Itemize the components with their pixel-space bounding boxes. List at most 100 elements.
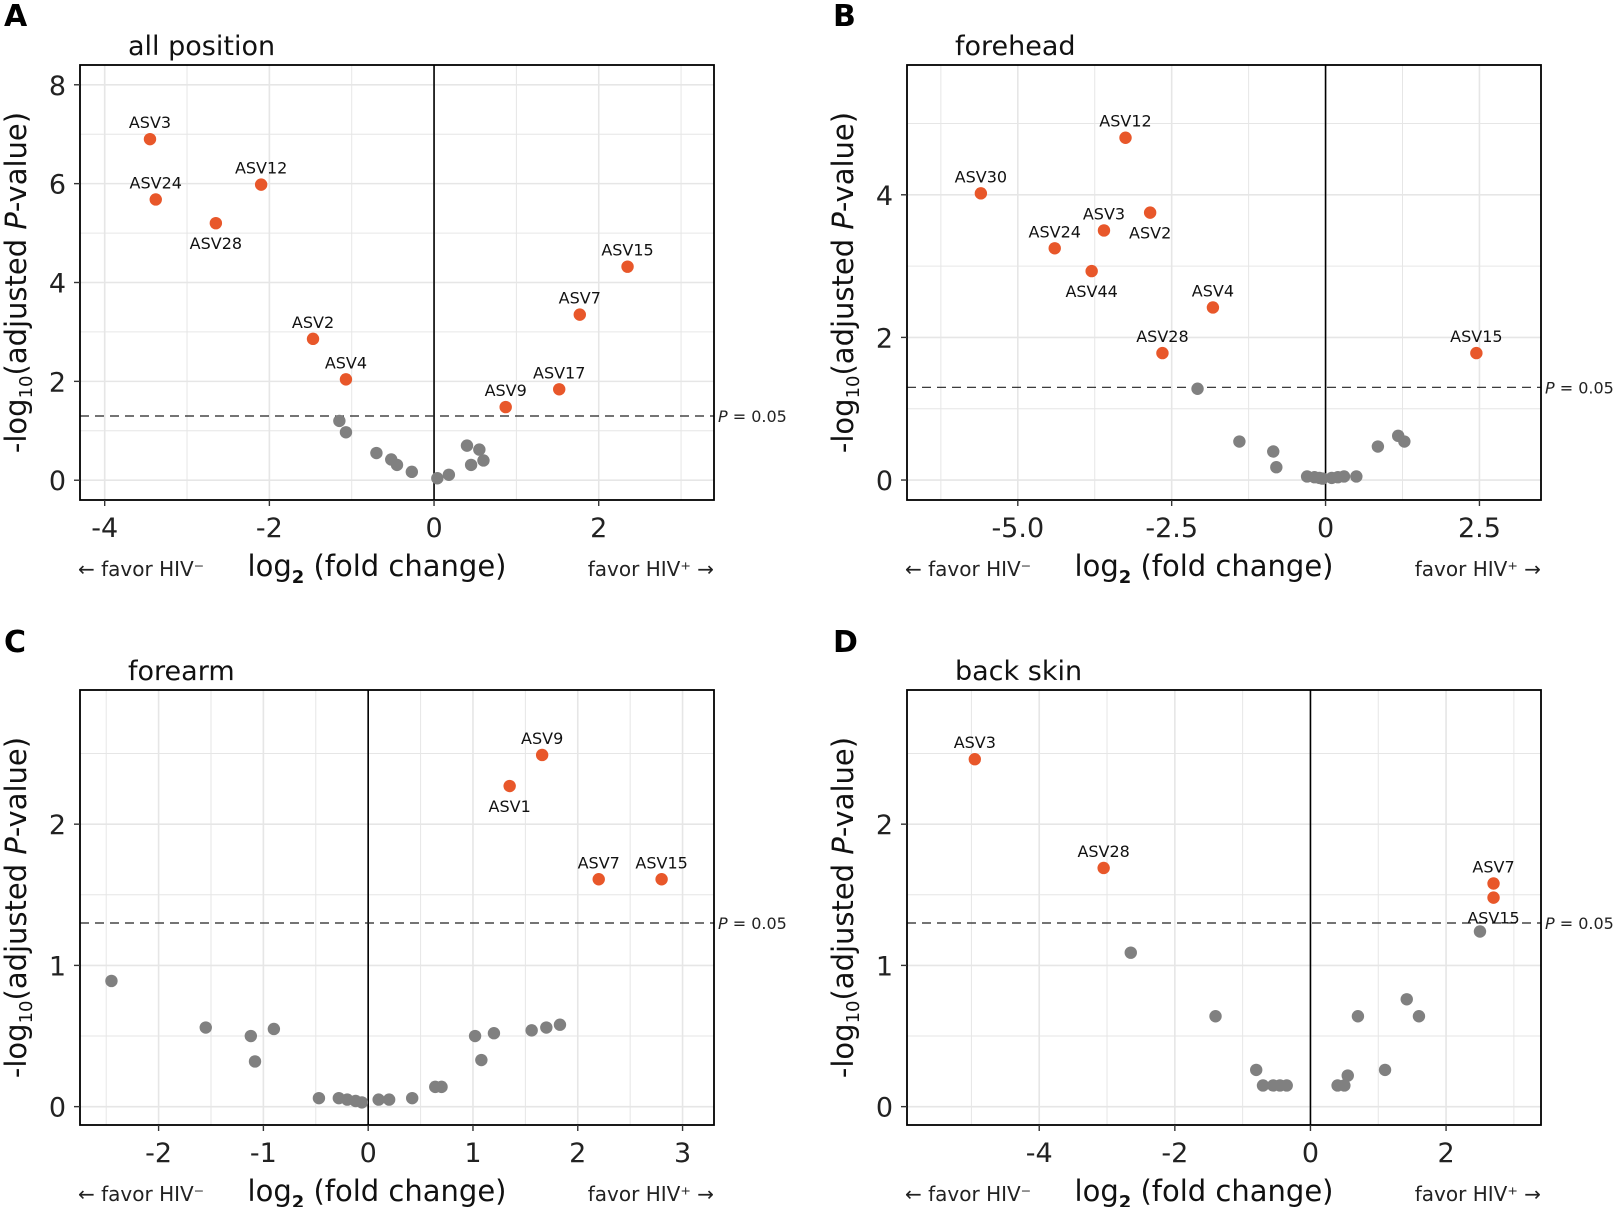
point-label-asv28: ASV28 bbox=[1136, 327, 1188, 346]
point-label-asv4: ASV4 bbox=[1192, 281, 1234, 300]
point-nonsignificant bbox=[1398, 435, 1411, 448]
point-nonsignificant bbox=[525, 1024, 538, 1037]
point-nonsignificant bbox=[1337, 470, 1351, 483]
point-asv44 bbox=[1085, 264, 1098, 278]
favor-left-label: ← favor HIV⁻ bbox=[78, 1182, 204, 1206]
plot-border bbox=[906, 689, 1542, 1126]
point-nonsignificant bbox=[1256, 1079, 1270, 1092]
y-tick-label: 8 bbox=[49, 71, 66, 102]
point-asv28 bbox=[209, 216, 223, 230]
threshold-label: P = 0.05 bbox=[1545, 914, 1614, 933]
point-nonsignificant bbox=[312, 1091, 326, 1105]
point-asv24 bbox=[149, 193, 162, 206]
panel-letter: C bbox=[4, 625, 26, 660]
x-axis-label: log2 (fold change) bbox=[1075, 1174, 1334, 1207]
y-axis-label: -log10(adjusted P-value) bbox=[0, 737, 37, 1078]
point-asv9 bbox=[499, 400, 512, 414]
point-label-asv7: ASV7 bbox=[559, 289, 601, 308]
point-nonsignificant bbox=[1412, 1010, 1426, 1023]
favor-right-label: favor HIV⁺ → bbox=[588, 1182, 714, 1206]
y-tick-label: 2 bbox=[876, 323, 893, 354]
x-tick-label: -1 bbox=[250, 1138, 277, 1169]
x-tick-label: -4 bbox=[91, 513, 118, 544]
x-axis-label: log2 (fold change) bbox=[1075, 549, 1334, 588]
point-nonsignificant bbox=[382, 1093, 396, 1106]
point-label-asv7: ASV7 bbox=[578, 853, 620, 872]
point-nonsignificant bbox=[1473, 925, 1487, 938]
x-tick-label: 0 bbox=[360, 1138, 377, 1169]
x-tick-label: 2 bbox=[1437, 1138, 1454, 1169]
x-tick-label: -2 bbox=[256, 513, 283, 544]
panel-letter: A bbox=[4, 0, 28, 34]
y-tick-label: 4 bbox=[49, 269, 66, 300]
point-nonsignificant bbox=[1371, 440, 1385, 453]
point-nonsignificant bbox=[435, 1080, 448, 1094]
favor-left-label: ← favor HIV⁻ bbox=[905, 1182, 1031, 1206]
point-nonsignificant bbox=[1280, 1079, 1293, 1092]
point-nonsignificant bbox=[1400, 993, 1413, 1006]
point-label-asv15: ASV15 bbox=[601, 241, 653, 260]
x-tick-label: -4 bbox=[1026, 1138, 1053, 1169]
point-label-asv30: ASV30 bbox=[955, 167, 1007, 186]
point-asv12 bbox=[1119, 131, 1132, 144]
x-tick-label: 0 bbox=[1317, 513, 1334, 544]
point-nonsignificant bbox=[1124, 946, 1137, 959]
x-axis-label: log2 (fold change) bbox=[248, 1174, 507, 1207]
point-nonsignificant bbox=[355, 1096, 369, 1109]
point-asv4 bbox=[339, 373, 353, 386]
x-tick-label: 3 bbox=[674, 1138, 691, 1169]
point-nonsignificant bbox=[1250, 1063, 1263, 1077]
y-tick-label: 0 bbox=[49, 1093, 66, 1124]
point-asv15 bbox=[1487, 891, 1500, 904]
plot-background bbox=[80, 690, 714, 1125]
y-tick-label: 2 bbox=[49, 367, 66, 398]
x-tick-label: 1 bbox=[464, 1138, 481, 1169]
point-nonsignificant bbox=[372, 1093, 385, 1106]
point-nonsignificant bbox=[1351, 1010, 1365, 1023]
point-label-asv2: ASV2 bbox=[1129, 224, 1171, 243]
threshold-label: P = 0.05 bbox=[718, 407, 787, 426]
y-axis-label: -log10(adjusted P-value) bbox=[826, 737, 864, 1078]
point-nonsignificant bbox=[431, 472, 444, 485]
point-nonsignificant bbox=[442, 468, 456, 481]
point-nonsignificant bbox=[370, 446, 383, 460]
point-nonsignificant bbox=[540, 1021, 553, 1034]
x-tick-label: -2.5 bbox=[1145, 513, 1198, 544]
threshold-label: P = 0.05 bbox=[718, 914, 787, 933]
y-tick-label: 6 bbox=[49, 170, 66, 201]
point-nonsignificant bbox=[1191, 382, 1204, 395]
point-label-asv9: ASV9 bbox=[485, 381, 527, 400]
point-asv15 bbox=[621, 260, 634, 273]
threshold-label: P = 0.05 bbox=[1545, 378, 1614, 397]
point-nonsignificant bbox=[477, 454, 490, 467]
panel-title: back skin bbox=[955, 656, 1082, 687]
plot-background bbox=[907, 690, 1541, 1125]
point-nonsignificant bbox=[405, 465, 419, 479]
point-nonsignificant bbox=[105, 974, 118, 988]
point-label-asv12: ASV12 bbox=[235, 159, 287, 178]
favor-left-label: ← favor HIV⁻ bbox=[905, 557, 1031, 581]
x-tick-label: 2 bbox=[569, 1138, 586, 1169]
point-asv28 bbox=[1156, 346, 1169, 360]
point-asv17 bbox=[553, 383, 566, 396]
point-nonsignificant bbox=[1350, 470, 1363, 483]
point-asv28 bbox=[1097, 861, 1110, 875]
x-tick-label: -5.0 bbox=[991, 513, 1044, 544]
x-tick-label: 2 bbox=[590, 513, 607, 544]
plot-border bbox=[906, 64, 1542, 501]
point-nonsignificant bbox=[1316, 472, 1329, 485]
panel-title: forearm bbox=[128, 656, 235, 687]
y-axis-label: -log10(adjusted P-value) bbox=[0, 112, 37, 453]
point-asv3 bbox=[1097, 224, 1111, 237]
point-label-asv15: ASV15 bbox=[635, 853, 687, 872]
point-asv12 bbox=[254, 178, 268, 191]
point-nonsignificant bbox=[473, 443, 486, 456]
point-label-asv44: ASV44 bbox=[1065, 282, 1117, 301]
favor-right-label: favor HIV⁺ → bbox=[1415, 1182, 1541, 1206]
favor-left-label: ← favor HIV⁻ bbox=[78, 557, 204, 581]
point-label-asv15: ASV15 bbox=[1450, 327, 1502, 346]
